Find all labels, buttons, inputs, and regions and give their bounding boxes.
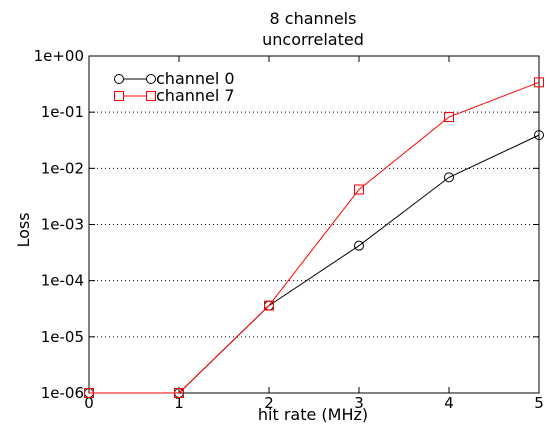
legend-marker-0 xyxy=(114,74,124,84)
x-tick-label: 0 xyxy=(84,394,94,412)
y-axis-title: Loss xyxy=(14,212,33,247)
y-tick-label: 1e-01 xyxy=(41,103,84,121)
y-tick-label: 1e+00 xyxy=(34,47,84,65)
x-tick-label: 1 xyxy=(174,394,184,412)
grid-lines xyxy=(89,111,539,338)
series-line-0 xyxy=(89,134,540,394)
chart-title-line-2: uncorrelated xyxy=(262,30,364,49)
x-tick-label: 2 xyxy=(264,394,274,412)
y-tick-label: 1e-04 xyxy=(41,272,84,290)
series-1-point xyxy=(444,112,454,123)
legend-label-0: channel 0 xyxy=(156,69,235,88)
legend-marker-1 xyxy=(146,91,156,101)
chart-title-line-1: 8 channels xyxy=(270,9,357,28)
legend-marker-1 xyxy=(114,91,124,101)
series-1-point xyxy=(534,77,544,88)
series-1-point xyxy=(174,388,184,398)
y-tick-label: 1e-02 xyxy=(41,159,84,177)
series-1-point xyxy=(354,184,364,195)
series-0-point xyxy=(354,240,364,251)
series-1-point xyxy=(84,388,94,398)
y-tick-label: 1e-06 xyxy=(41,384,84,402)
series-lines xyxy=(84,77,544,398)
series-1-point xyxy=(264,300,274,311)
y-tick-label: 1e-03 xyxy=(41,216,84,234)
series-0-point xyxy=(534,130,544,141)
x-tick-label: 3 xyxy=(354,394,364,412)
x-tick-label: 4 xyxy=(444,394,454,412)
y-tick-label: 1e-05 xyxy=(41,328,84,346)
legend-label-1: channel 7 xyxy=(156,86,235,105)
axis-ticks: 1e-06 1e-05 1e-04 1e-03 1e-02 1e-01 1e+00 0 1 2 3 4… xyxy=(34,47,544,412)
x-tick-label: 5 xyxy=(534,394,544,412)
legend-marker-0 xyxy=(146,74,156,84)
series-0-point xyxy=(444,172,454,183)
series-line-1 xyxy=(89,81,540,394)
x-axis-title: hit rate (MHz) xyxy=(258,405,368,424)
